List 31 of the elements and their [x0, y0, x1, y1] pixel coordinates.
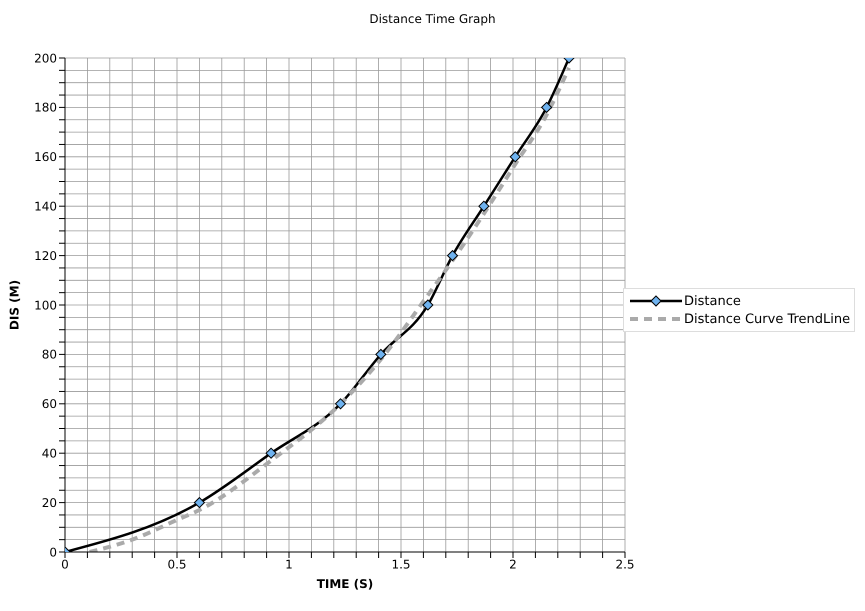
y-tick-label: 100: [34, 298, 57, 312]
x-axis-title: TIME (S): [316, 577, 374, 591]
x-tick-label: 0: [61, 558, 69, 572]
x-tick-label: 2.5: [615, 558, 635, 572]
point: [447, 250, 458, 262]
legend-label: Distance: [684, 294, 741, 308]
y-tick-label: 200: [34, 51, 57, 66]
y-tick-label: 180: [34, 100, 57, 115]
point: [266, 448, 277, 459]
point: [541, 102, 552, 113]
x-tick-label: 0.5: [167, 558, 187, 572]
y-tick-label: 60: [42, 397, 57, 412]
y-tick-label: 120: [34, 248, 57, 263]
y-tick-label: 140: [34, 199, 57, 214]
point: [510, 151, 521, 162]
y-tick-label: 40: [42, 446, 57, 460]
y-tick-label: 0: [49, 545, 57, 560]
point: [335, 398, 346, 410]
x-tick-label: 1: [285, 558, 293, 572]
chart-title: Distance Time Graph: [368, 12, 497, 26]
x-tick-label: 1.5: [391, 558, 411, 572]
legend-label: Distance Curve TrendLine: [684, 312, 850, 326]
y-tick-label: 80: [42, 348, 57, 362]
point: [194, 497, 205, 508]
point: [375, 348, 386, 360]
point: [422, 300, 434, 310]
y-tick-label: 20: [42, 496, 57, 510]
x-tick-label: 2: [509, 558, 517, 572]
point: [478, 200, 490, 212]
y-axis-title: DIS (M): [7, 280, 22, 330]
y-tick-label: 160: [34, 150, 57, 164]
